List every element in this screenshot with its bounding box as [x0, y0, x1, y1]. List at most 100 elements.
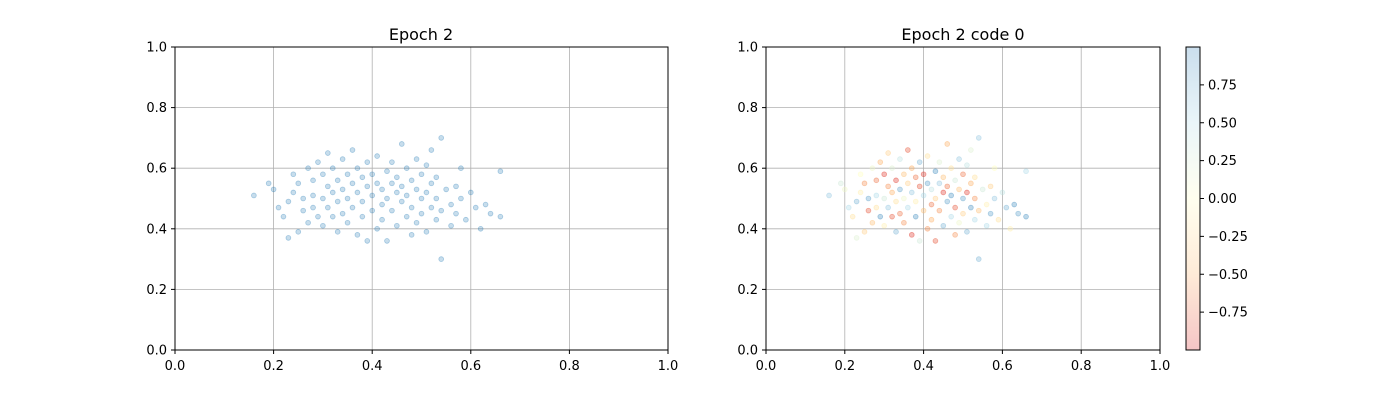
data-point: [916, 183, 923, 190]
data-point: [928, 216, 935, 223]
data-point: [344, 219, 351, 226]
y-tick-label: 1.0: [737, 41, 758, 56]
data-point: [438, 135, 445, 141]
data-point: [865, 207, 872, 214]
data-point: [423, 189, 430, 196]
data-point: [897, 210, 903, 217]
x-tick-label: 0.8: [1071, 359, 1092, 374]
data-point: [905, 147, 911, 153]
data-point: [908, 189, 915, 196]
data-point: [901, 171, 907, 178]
data-point: [849, 213, 856, 220]
data-point: [334, 198, 341, 205]
data-point: [972, 195, 978, 202]
data-point: [389, 159, 395, 165]
data-point: [964, 162, 970, 168]
data-point: [320, 195, 326, 202]
colorbar-ticks: 0.75 0.50 0.25 0.00 −0.25 −0.50 −0.75: [1200, 78, 1248, 321]
data-point: [869, 219, 876, 226]
data-point: [428, 147, 435, 153]
data-point: [948, 165, 954, 172]
data-point: [845, 204, 852, 211]
colorbar-tick-label: −0.50: [1208, 268, 1248, 283]
data-point: [379, 216, 385, 223]
data-point: [936, 180, 943, 187]
data-point: [408, 204, 415, 211]
data-point: [968, 204, 974, 211]
data-point: [300, 207, 306, 214]
data-point: [972, 216, 978, 223]
data-point: [885, 204, 891, 211]
data-point: [901, 195, 907, 202]
data-point: [379, 201, 385, 208]
data-point: [477, 226, 484, 232]
data-point: [384, 195, 390, 202]
data-point: [349, 180, 356, 187]
y-tick-label: 0.2: [146, 283, 167, 298]
data-point: [310, 177, 316, 184]
data-point: [948, 213, 954, 220]
data-point: [329, 165, 336, 172]
data-points: [826, 135, 1029, 262]
data-point: [310, 192, 316, 199]
data-point: [285, 235, 292, 241]
data-point: [905, 204, 911, 211]
data-point: [924, 153, 931, 159]
data-point: [403, 213, 410, 220]
data-point: [398, 141, 405, 147]
x-tick-label: 0.6: [992, 359, 1013, 374]
data-point: [433, 216, 440, 223]
colorbar: 0.75 0.50 0.25 0.00 −0.25 −0.50 −0.75: [1185, 46, 1248, 351]
data-point: [413, 156, 420, 162]
data-point: [881, 222, 887, 229]
data-point: [334, 229, 341, 235]
data-point: [374, 180, 380, 187]
data-point: [912, 174, 919, 181]
data-point: [857, 189, 864, 196]
data-point: [290, 189, 297, 196]
data-point: [438, 207, 445, 214]
data-point: [932, 168, 939, 175]
data-point: [295, 180, 302, 187]
data-point: [354, 165, 361, 172]
data-point: [275, 204, 282, 211]
data-point: [369, 192, 376, 199]
data-point: [908, 232, 915, 238]
data-point: [975, 207, 982, 214]
colorbar-tick-label: 0.00: [1208, 192, 1237, 207]
data-point: [944, 198, 951, 205]
data-point: [1015, 210, 1021, 217]
data-point: [952, 232, 958, 238]
colorbar-tick-label: −0.75: [1208, 306, 1248, 321]
data-point: [873, 204, 880, 211]
data-point: [893, 229, 899, 235]
data-point: [987, 210, 994, 217]
data-point: [956, 156, 962, 162]
data-point: [448, 201, 454, 208]
data-point: [458, 165, 464, 172]
data-point: [325, 204, 331, 211]
data-point: [394, 222, 400, 229]
data-point: [285, 198, 292, 205]
data-point: [897, 186, 903, 193]
data-points: [251, 135, 504, 262]
data-point: [952, 204, 958, 211]
data-point: [924, 180, 931, 187]
data-point: [310, 204, 316, 211]
data-point: [359, 213, 366, 220]
data-point: [881, 171, 887, 178]
data-point: [948, 192, 954, 199]
data-point: [893, 198, 899, 205]
axis-ticks: 0.0 0.2 0.4 0.6 0.8 1.0 0.0 0.2 0.4 0.6 0.8 1.0: [146, 41, 678, 375]
data-point: [920, 171, 927, 178]
data-point: [408, 177, 415, 184]
data-point: [975, 256, 982, 262]
data-point: [394, 174, 400, 181]
data-point: [433, 174, 440, 181]
data-point: [928, 201, 935, 208]
data-point: [869, 165, 876, 172]
scatter-plot-epoch: Epoch 2 0.0 0.2 0.4 0.6 0.8 1.00.00.20.40.60.…: [146, 25, 678, 374]
data-point: [329, 213, 336, 220]
y-tick-label: 0.0: [146, 344, 167, 359]
data-point: [999, 189, 1006, 196]
